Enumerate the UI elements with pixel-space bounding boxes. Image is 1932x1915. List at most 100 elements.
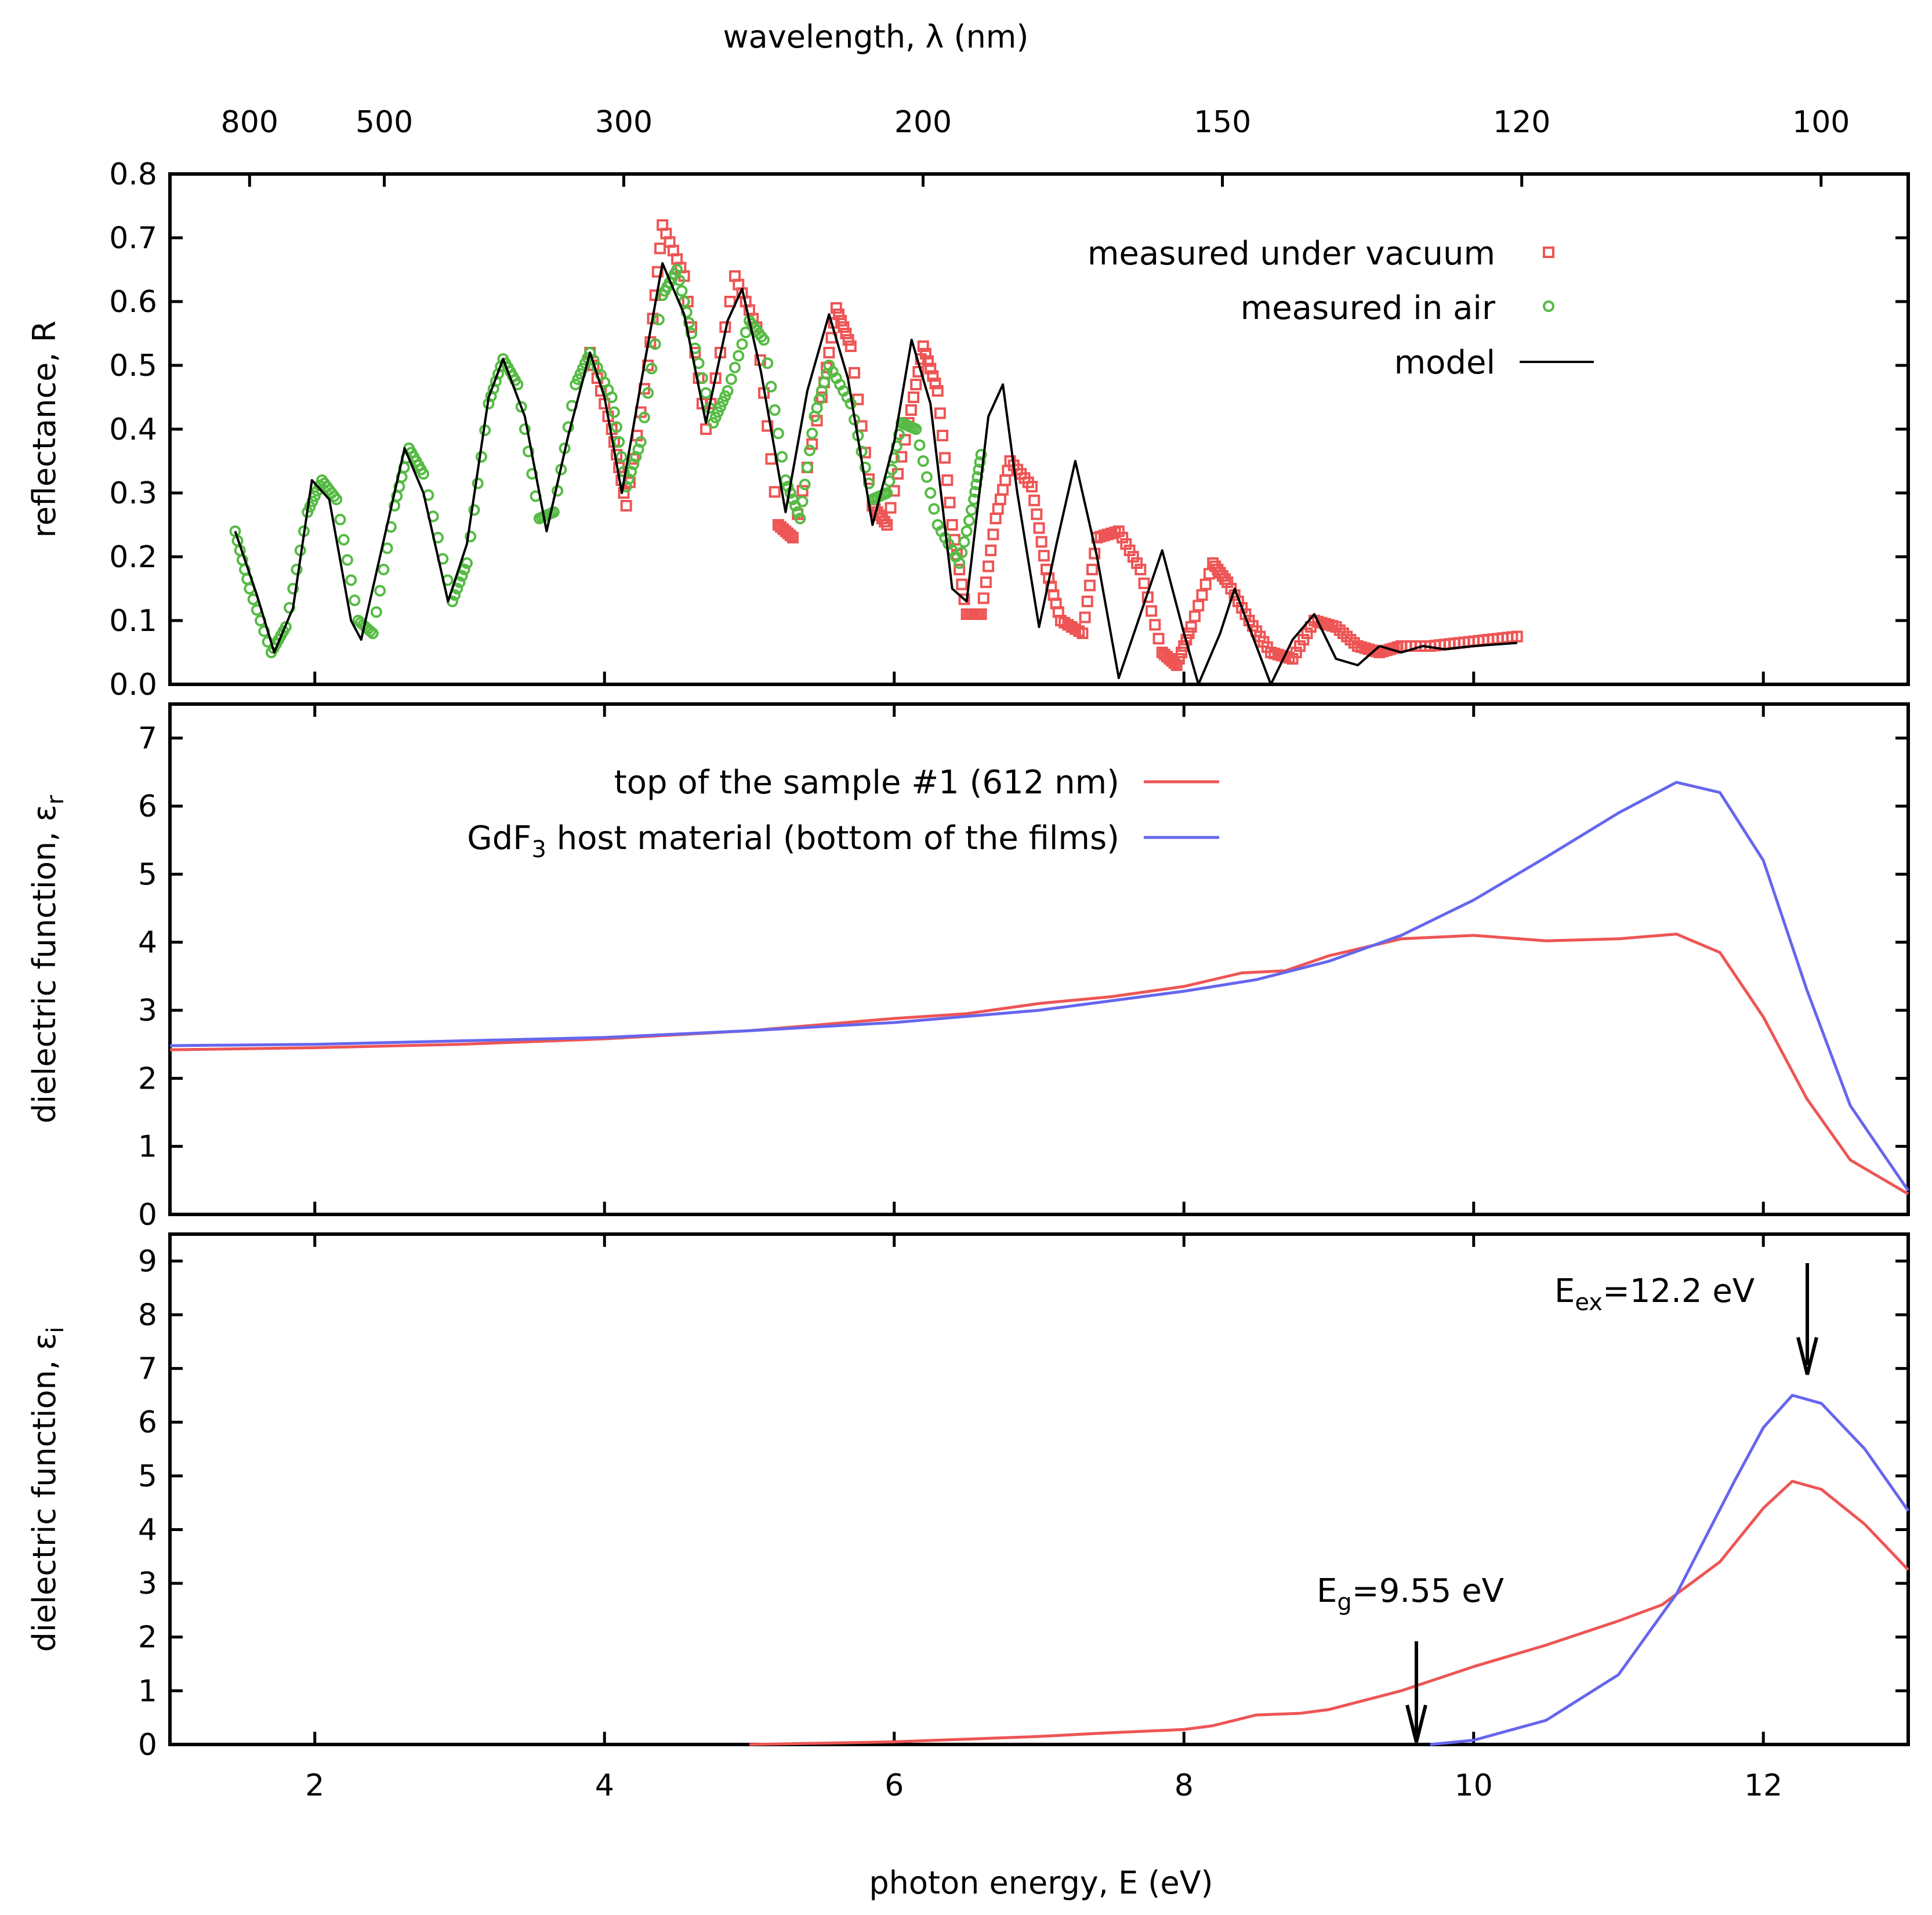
marker-measured-under-vacuum [929,378,941,390]
series-line-gdf3-host-material-bottom-of-the-films [169,781,1910,1192]
legend-label-air: measured in air [1241,289,1496,327]
marker-measured-under-vacuum [833,309,845,320]
series-layer [169,219,1910,1746]
legend-label-vacuum: measured under vacuum [1088,235,1495,273]
marker-measured-under-vacuum [946,519,958,531]
marker-measured-in-air [341,554,353,566]
marker-measured-under-vacuum [844,340,857,352]
x-axis-label: photon energy, E (eV) [869,1865,1213,1901]
legend-label-host: GdF3 host material (bottom of the films) [467,819,1119,863]
marker-measured-in-air [338,534,350,546]
y-tick-label: 0.1 [109,604,157,639]
legend-label-host-main: GdF [467,819,531,857]
top-axis-label: wavelength, λ (nm) [723,19,1029,55]
marker-measured-in-air [806,427,818,440]
marker-measured-in-air [519,423,531,435]
marker-measured-in-air [615,451,628,463]
legend-marker-air [1543,300,1554,312]
marker-measured-in-air [917,455,929,467]
legend-label-top-sample: top of the sample #1 (612 nm) [614,764,1119,801]
marker-measured-under-vacuum [1086,564,1099,575]
marker-measured-in-air [291,564,303,575]
y-tick-label: 8 [138,1298,157,1333]
y-tick-label: 2 [138,1620,157,1655]
marker-measured-under-vacuum [849,367,861,379]
y-tick-label: 9 [138,1244,157,1279]
marker-measured-under-vacuum [724,296,736,307]
marker-measured-in-air [776,451,788,463]
marker-measured-in-air [801,462,813,473]
marker-measured-under-vacuum [651,266,664,278]
annotation-eex-rest: =12.2 eV [1603,1272,1755,1310]
panel-eps-r-frame [168,702,1910,1216]
annotation-eg: Eg=9.55 eV [1317,1572,1504,1743]
top-tick-label: 200 [894,105,952,140]
top-tick-label: 150 [1194,105,1251,140]
x-tick-label: 8 [1175,1768,1194,1803]
marker-measured-under-vacuum [689,347,701,358]
marker-measured-under-vacuum [927,370,939,382]
marker-measured-in-air [863,477,875,489]
marker-measured-under-vacuum [1076,628,1089,639]
marker-measured-under-vacuum [983,560,995,572]
y-tick-label: 0 [138,1198,157,1232]
marker-measured-in-air [881,487,893,499]
y-tick-label: 3 [138,993,157,1028]
marker-measured-under-vacuum [840,328,852,339]
marker-measured-in-air [963,514,975,527]
y-tick-label: 0.2 [109,540,157,575]
marker-measured-under-vacuum [1083,579,1096,592]
marker-measured-under-vacuum [1146,605,1158,617]
marker-measured-in-air [676,285,688,297]
y-axis-label-eps-i: dielectric function, εi [26,1327,69,1652]
annotation-eg-arrow-head [1405,1704,1427,1743]
marker-measured-in-air [468,504,480,516]
marker-measured-in-air [736,338,748,350]
y-tick-label: 0.0 [109,668,157,702]
marker-measured-in-air [331,494,343,505]
y-tick-label: 0.8 [109,157,157,192]
marker-measured-under-vacuum [1134,564,1147,575]
marker-measured-under-vacuum [1033,522,1045,534]
y-tick-label: 6 [138,789,157,824]
marker-measured-under-vacuum [987,528,999,541]
y-tick-label: 1 [138,1674,157,1709]
legend-label-host-sub: 3 [531,836,546,863]
panel-reflectance-frame [168,172,1910,686]
top-tick-label: 120 [1493,105,1550,140]
marker-measured-in-air [765,380,777,393]
x-tick-label: 2 [305,1768,324,1803]
y-tick-label: 0.7 [109,221,157,256]
y-tick-label: 0 [138,1728,157,1762]
marker-measured-under-vacuum [1173,653,1185,665]
marker-measured-in-air [729,361,741,373]
annotation-eg-sub: g [1337,1589,1351,1616]
marker-measured-under-vacuum [975,608,987,620]
marker-measured-in-air [733,350,745,362]
marker-measured-in-air [642,387,654,399]
marker-measured-under-vacuum [654,242,666,255]
marker-measured-in-air [762,357,774,369]
annotation-eex-main: E [1554,1272,1575,1310]
marker-measured-under-vacuum [1026,481,1038,492]
series-line-model [234,262,1517,686]
marker-measured-in-air [458,564,470,575]
marker-measured-under-vacuum [912,366,925,378]
marker-measured-in-air [973,463,985,476]
marker-measured-under-vacuum [1188,610,1201,622]
annotation-eex-sub: ex [1575,1289,1603,1316]
y-tick-label: 7 [138,721,157,756]
marker-measured-under-vacuum [888,485,900,497]
marker-measured-under-vacuum [910,379,922,390]
marker-measured-under-vacuum [919,347,931,360]
axis-ticks [170,172,1908,1746]
y-tick-label: 5 [138,857,157,892]
legend-eps-r: top of the sample #1 (612 nm) GdF3 host … [467,764,1219,863]
marker-measured-in-air [334,513,346,525]
marker-measured-in-air [349,594,361,607]
panel-eps-i-frame [168,1232,1910,1746]
y-tick-label: 0.3 [109,476,157,511]
legend-label-model: model [1394,344,1495,382]
marker-measured-in-air [418,468,430,480]
marker-measured-under-vacuum [1176,647,1188,658]
